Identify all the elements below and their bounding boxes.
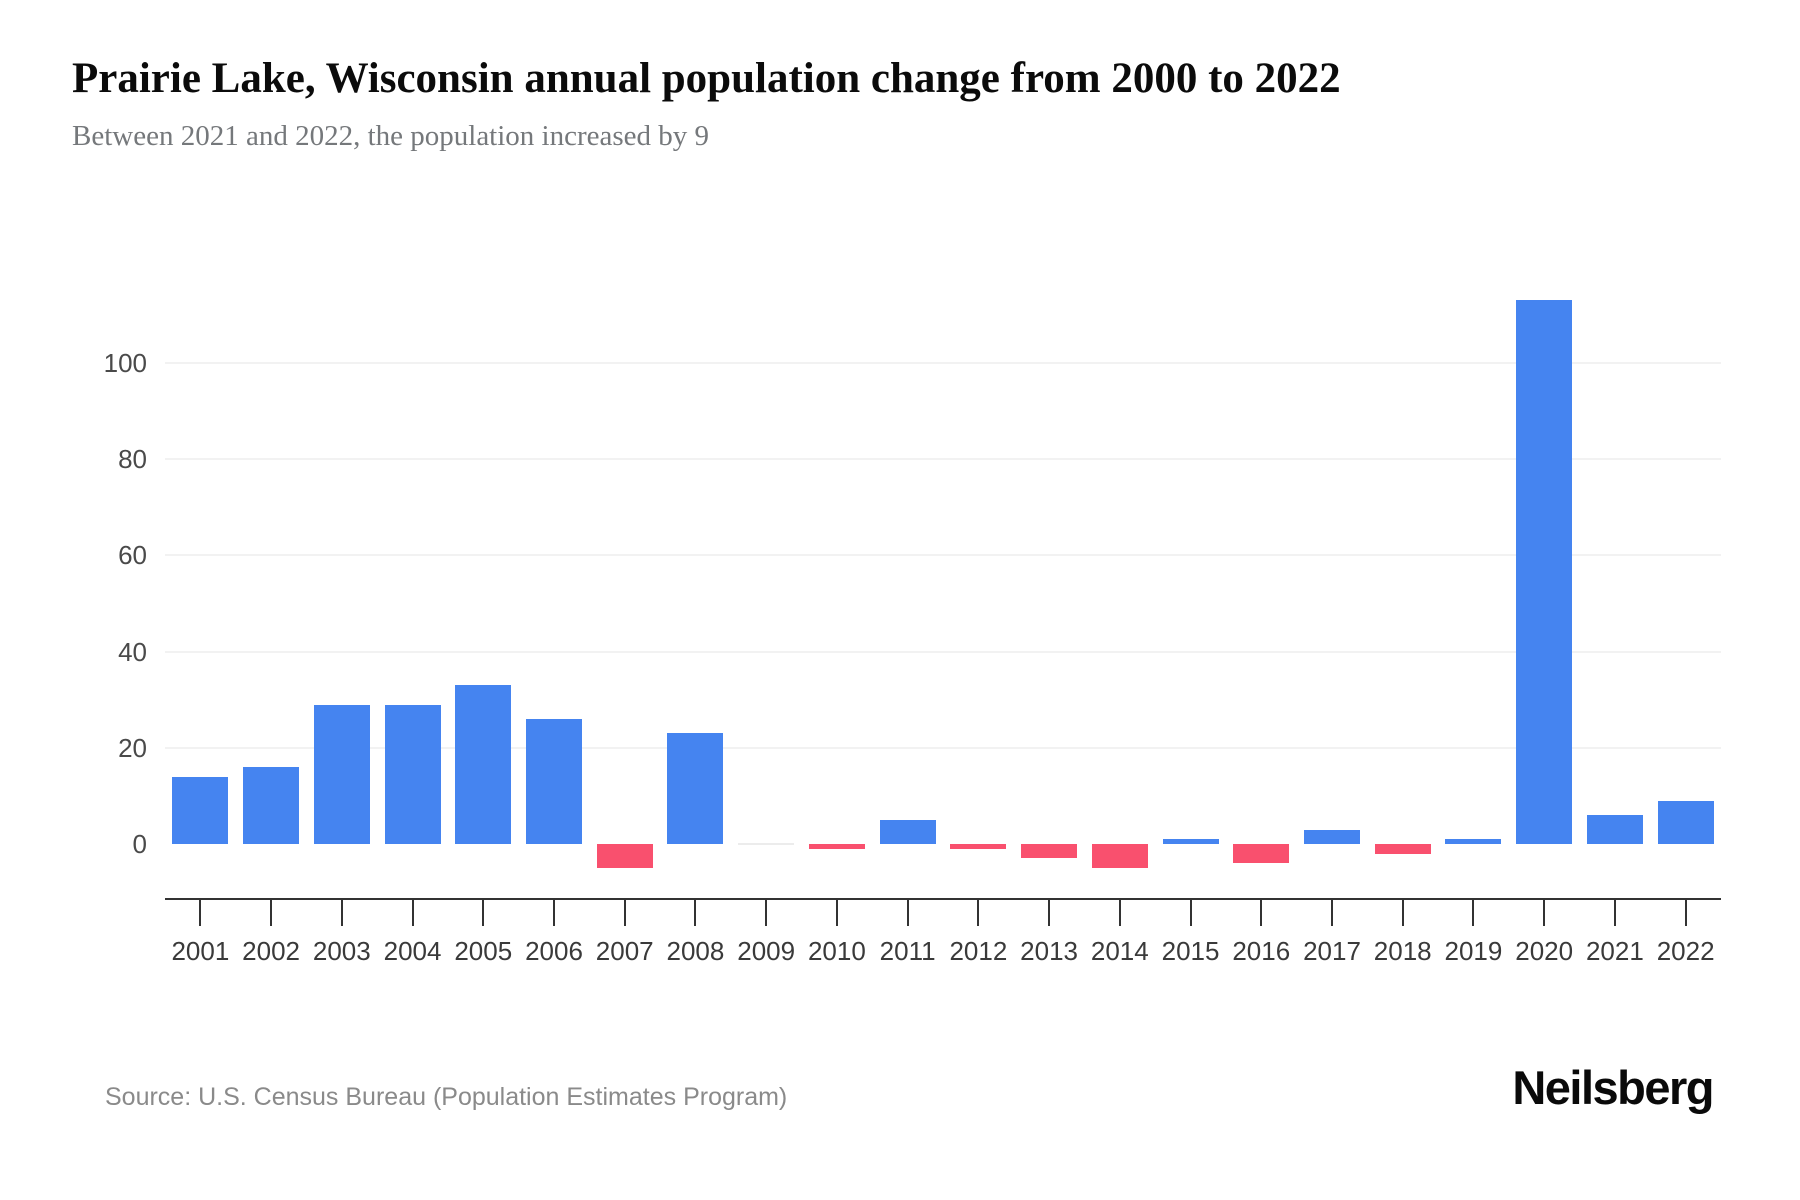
x-axis-label-2022: 2022 [1656,936,1715,966]
gridline-60 [165,554,1721,557]
gridline-100 [165,362,1721,364]
x-tick-2013 [1048,900,1051,926]
x-axis-label-2012: 2012 [949,936,1008,966]
x-tick-2002 [270,900,273,926]
x-axis-label-2008: 2008 [666,936,725,966]
x-axis-label-2009: 2009 [737,936,796,966]
bar-2003 [313,704,370,844]
bar-2019 [1445,839,1502,844]
x-tick-2011 [906,900,909,926]
bar-2006 [526,718,582,844]
x-axis-label-2002: 2002 [242,936,300,966]
bar-2007 [596,844,653,869]
x-tick-2016 [1260,900,1263,926]
bar-2012 [950,844,1007,849]
y-axis-label-0: 0 [132,829,147,859]
bar-2011 [879,819,936,844]
source-note: Source: U.S. Census Bureau (Population E… [105,1083,788,1111]
x-tick-2012 [977,900,980,926]
x-axis-line [165,898,1721,900]
bar-2017 [1304,829,1360,844]
gridline-80 [165,458,1721,461]
bar-chart: 0 20 40 60 80 100 2001 2002 2003 2004 2005 2006 2007… [104,252,1721,1012]
y-axis-label-60: 60 [118,540,147,571]
x-tick-2021 [1613,900,1616,926]
bar-2005 [455,685,512,844]
bar-2022 [1657,800,1714,844]
bar-2004 [384,704,441,844]
x-axis-label-2010: 2010 [807,936,866,966]
x-axis-label-2019: 2019 [1444,936,1503,966]
page-title: Prairie Lake, Wisconsin annual populatio… [72,55,1341,102]
bar-2008 [667,733,724,844]
y-axis-label-100: 100 [103,348,147,378]
bar-2020 [1516,300,1573,844]
x-axis-label-2006: 2006 [525,936,583,966]
x-tick-2001 [199,900,202,926]
x-axis-label-2001: 2001 [171,936,230,966]
neilsberg-logo: Neilsberg [1512,1061,1714,1114]
x-tick-2020 [1543,900,1546,926]
x-axis-label-2021: 2021 [1585,936,1644,966]
bar-2010 [808,844,865,849]
x-tick-2019 [1472,900,1475,926]
bar-2013 [1021,844,1078,859]
x-tick-2015 [1189,900,1192,926]
x-tick-2008 [694,900,697,926]
x-axis-label-2017: 2017 [1303,936,1361,966]
x-tick-2004 [411,900,414,926]
x-tick-2014 [1118,900,1121,926]
x-tick-2022 [1684,900,1687,926]
page-subtitle: Between 2021 and 2022, the population in… [72,120,710,152]
x-tick-2006 [553,900,555,926]
bar-2015 [1162,839,1219,844]
gridline-40 [165,650,1721,653]
x-tick-2005 [482,900,485,926]
x-tick-2009 [765,900,768,926]
x-axis-label-2003: 2003 [312,936,371,966]
x-tick-2003 [340,900,343,926]
bar-2009 [738,843,795,845]
x-axis-label-2020: 2020 [1515,936,1574,966]
x-tick-2018 [1401,900,1404,926]
bar-2002 [243,767,300,844]
y-axis-label-20: 20 [118,732,147,763]
bar-2021 [1586,815,1643,844]
x-axis-label-2011: 2011 [879,936,936,966]
x-tick-2010 [835,900,838,926]
x-axis-label-2018: 2018 [1373,936,1432,966]
x-axis-label-2013: 2013 [1020,936,1078,966]
x-axis-label-2005: 2005 [454,936,513,966]
y-axis-label-40: 40 [118,636,147,667]
x-tick-2017 [1331,900,1333,926]
bar-2016 [1233,844,1290,864]
x-axis-label-2016: 2016 [1232,936,1291,966]
x-axis-label-2014: 2014 [1090,936,1149,966]
bar-2018 [1374,844,1431,854]
x-axis-label-2015: 2015 [1161,936,1220,966]
bar-2014 [1091,844,1148,869]
gridline-20 [165,746,1721,749]
y-axis-label-80: 80 [118,444,147,475]
x-tick-2007 [623,900,626,926]
x-axis-label-2004: 2004 [383,936,442,966]
x-axis-label-2007: 2007 [595,936,654,966]
bar-2001 [172,776,229,844]
